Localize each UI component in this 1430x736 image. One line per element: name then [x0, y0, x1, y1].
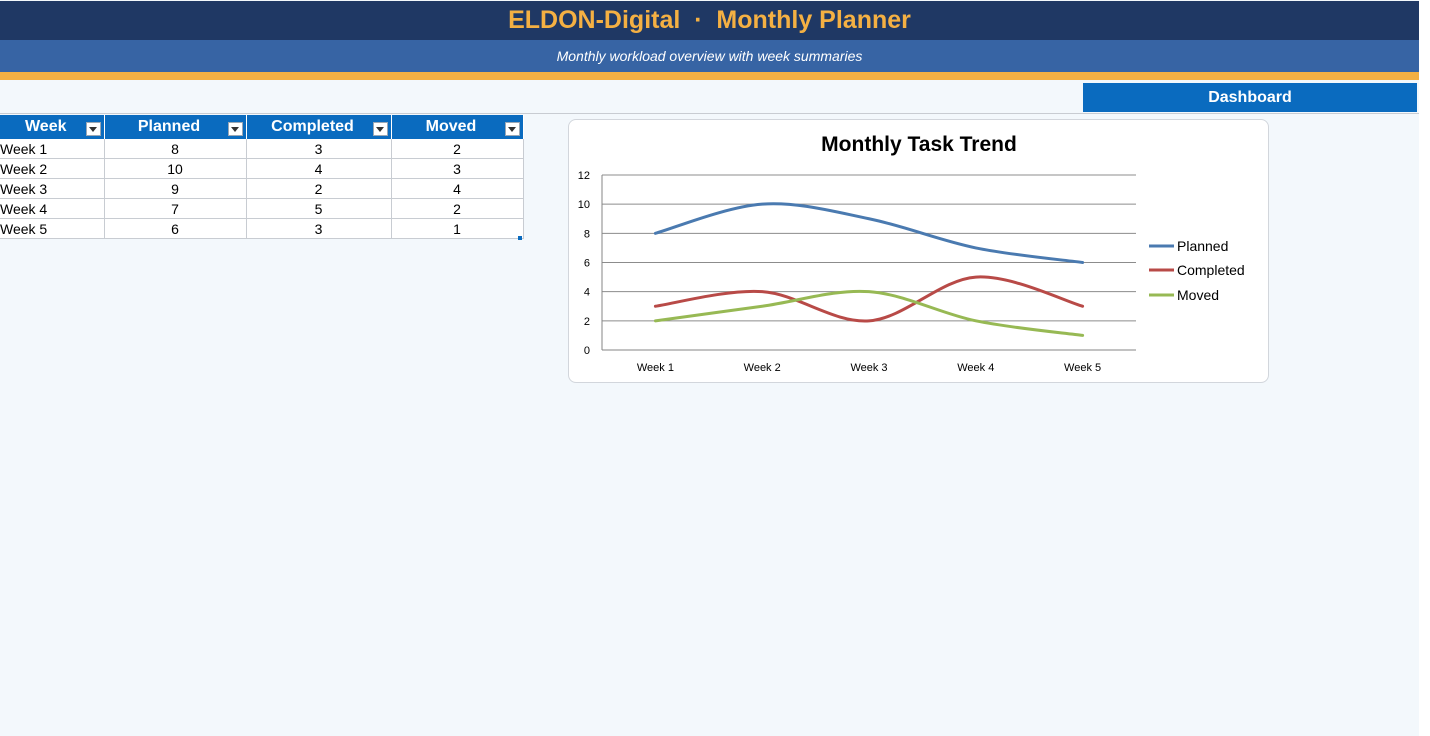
series-line-completed	[653, 275, 1085, 323]
cell-completed[interactable]: 3	[246, 218, 392, 239]
chevron-down-icon	[231, 126, 239, 132]
column-header-week: Week	[0, 115, 105, 139]
chart-title: Monthly Task Trend	[821, 133, 1017, 156]
cell-completed[interactable]: 4	[246, 158, 392, 179]
legend-label: Moved	[1177, 287, 1219, 303]
x-tick-label: Week 5	[1064, 362, 1101, 374]
chevron-down-icon	[376, 126, 384, 132]
week-summary-table: Week Planned Completed Moved Week 1 8 3 …	[0, 115, 524, 239]
table-row: Week 2 10 4 3	[0, 158, 524, 179]
table-row: Week 1 8 3 2	[0, 139, 524, 159]
x-tick-label: Week 2	[744, 362, 781, 374]
subtitle-banner: Monthly workload overview with week summ…	[0, 40, 1419, 72]
table-row: Week 3 9 2 4	[0, 178, 524, 199]
cell-completed[interactable]: 2	[246, 178, 392, 199]
table-row: Week 4 7 5 2	[0, 198, 524, 219]
cell-week[interactable]: Week 1	[0, 139, 105, 159]
filter-dropdown-planned[interactable]	[227, 122, 243, 136]
y-tick-label: 6	[584, 258, 590, 270]
x-tick-label: Week 1	[637, 362, 674, 374]
table-row: Week 5 6 3 1	[0, 218, 524, 239]
filter-dropdown-moved[interactable]	[504, 122, 520, 136]
y-tick-label: 10	[578, 199, 590, 211]
cell-planned[interactable]: 6	[104, 218, 247, 239]
cell-moved[interactable]: 2	[391, 139, 524, 159]
grid-divider	[0, 113, 1430, 114]
cell-completed[interactable]: 5	[246, 198, 392, 219]
column-header-moved: Moved	[391, 115, 524, 139]
cell-week[interactable]: Week 2	[0, 158, 105, 179]
cell-completed[interactable]: 3	[246, 139, 392, 159]
cell-moved[interactable]: 3	[391, 158, 524, 179]
cell-moved[interactable]: 2	[391, 198, 524, 219]
filter-dropdown-week[interactable]	[85, 122, 101, 136]
legend-label: Completed	[1177, 262, 1245, 278]
cell-planned[interactable]: 8	[104, 139, 247, 159]
dashboard-button[interactable]: Dashboard	[1083, 83, 1417, 112]
column-header-label: Completed	[271, 118, 354, 135]
cell-planned[interactable]: 9	[104, 178, 247, 199]
cell-week[interactable]: Week 5	[0, 218, 105, 239]
x-tick-label: Week 4	[957, 362, 994, 374]
cell-moved[interactable]: 4	[391, 178, 524, 199]
table-resize-handle[interactable]	[518, 236, 522, 240]
column-header-label: Week	[24, 118, 67, 135]
chevron-down-icon	[89, 126, 97, 132]
page-subtitle: Monthly workload overview with week summ…	[556, 48, 863, 64]
chart-canvas: Monthly Task Trend 0 2 4 6 8 10 12 Week 1 Week 2 W…	[578, 133, 1245, 374]
column-header-label: Moved	[425, 118, 477, 135]
table-header-row: Week Planned Completed Moved	[0, 115, 524, 139]
y-tick-label: 8	[584, 228, 590, 240]
title-banner: ELDON-Digital · Monthly Planner	[0, 1, 1419, 40]
cell-planned[interactable]: 7	[104, 198, 247, 219]
column-header-completed: Completed	[246, 115, 392, 139]
cell-moved[interactable]: 1	[391, 218, 524, 239]
y-tick-label: 0	[584, 345, 590, 357]
column-header-label: Planned	[137, 118, 201, 135]
series-line-moved	[653, 289, 1085, 337]
monthly-task-trend-chart[interactable]: Monthly Task Trend 0 2 4 6 8 10 12 Week 1 Week 2 W…	[568, 119, 1269, 383]
cell-week[interactable]: Week 4	[0, 198, 105, 219]
series-line-planned	[653, 202, 1085, 264]
legend-label: Planned	[1177, 238, 1228, 254]
y-tick-label: 4	[584, 287, 590, 299]
filter-dropdown-completed[interactable]	[372, 122, 388, 136]
column-header-planned: Planned	[104, 115, 247, 139]
x-tick-label: Week 3	[850, 362, 887, 374]
page-title: ELDON-Digital · Monthly Planner	[508, 6, 911, 34]
cell-week[interactable]: Week 3	[0, 178, 105, 199]
sheet-edge	[1419, 0, 1430, 736]
accent-divider	[0, 72, 1419, 80]
y-tick-label: 12	[578, 170, 590, 182]
chevron-down-icon	[508, 126, 516, 132]
y-tick-label: 2	[584, 316, 590, 328]
cell-planned[interactable]: 10	[104, 158, 247, 179]
